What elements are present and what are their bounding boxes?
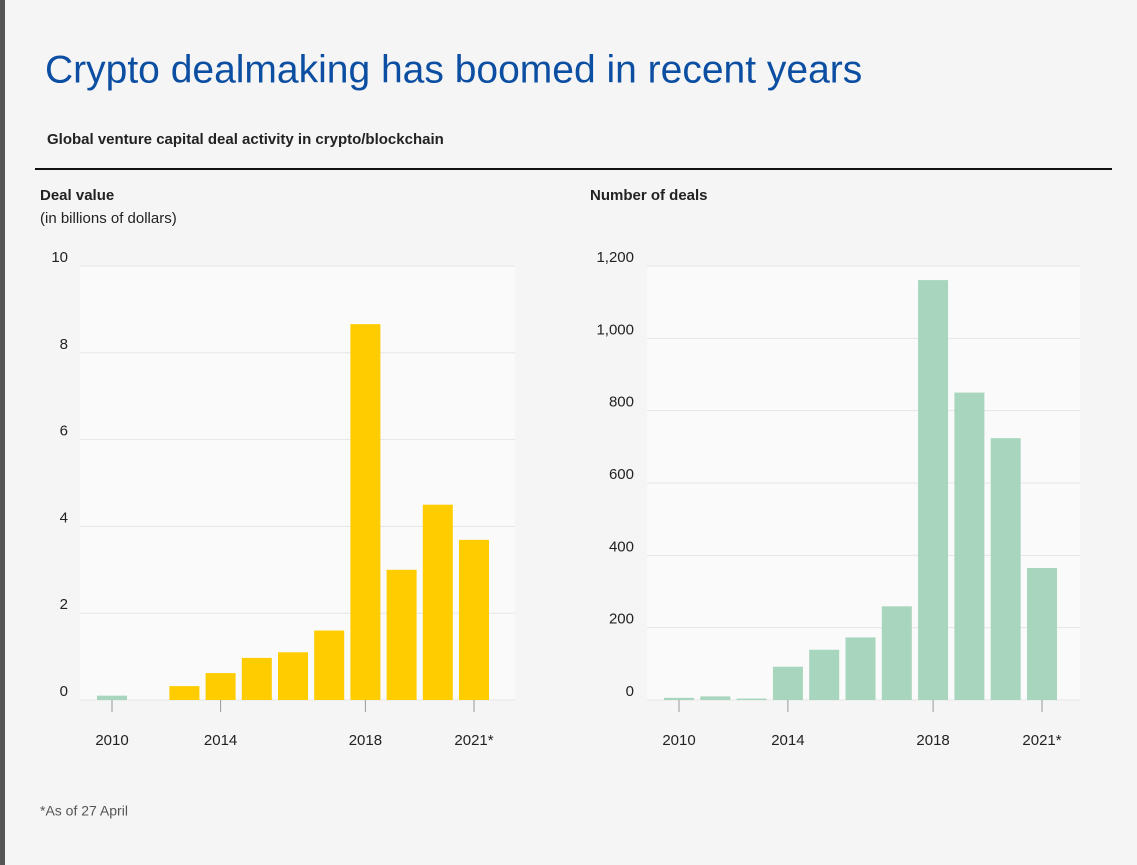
bar: [990, 438, 1021, 700]
x-tick-label: 2014: [771, 732, 804, 749]
bar: [664, 697, 694, 700]
y-tick-label: 1,200: [596, 249, 634, 266]
bar: [169, 686, 200, 700]
bar: [97, 695, 127, 700]
y-tick-label: 10: [51, 249, 68, 266]
footnote: *As of 27 April: [40, 803, 128, 819]
bar: [278, 652, 308, 700]
bar: [736, 698, 767, 700]
bar: [422, 504, 453, 700]
bar: [386, 569, 417, 700]
y-tick-label: 4: [60, 509, 68, 526]
y-tick-label: 1,000: [596, 321, 634, 338]
x-tick-label: 2010: [95, 732, 128, 749]
y-tick-label: 8: [60, 336, 68, 353]
bar: [700, 696, 731, 700]
y-tick-label: 800: [609, 394, 634, 411]
bar: [809, 649, 840, 700]
bar: [205, 673, 236, 700]
bar: [1027, 567, 1057, 700]
bar: [241, 657, 272, 700]
bar: [459, 539, 489, 700]
x-tick-label: 2018: [349, 732, 382, 749]
y-tick-label: 2: [60, 596, 68, 613]
bar: [845, 637, 876, 700]
bar: [772, 666, 803, 700]
y-tick-label: 600: [609, 466, 634, 483]
chart-subtitle: (in billions of dollars): [40, 210, 177, 227]
x-tick-label: 2021*: [454, 732, 493, 749]
x-tick-label: 2010: [662, 732, 695, 749]
bar: [881, 606, 912, 700]
y-tick-label: 0: [60, 683, 68, 700]
bar: [350, 324, 381, 700]
y-tick-label: 0: [626, 683, 634, 700]
bar: [314, 630, 345, 700]
x-tick-label: 2018: [916, 732, 949, 749]
bar: [954, 392, 985, 700]
x-tick-label: 2014: [204, 732, 237, 749]
y-tick-label: 200: [609, 611, 634, 628]
y-tick-label: 6: [60, 423, 68, 440]
title: Crypto dealmaking has boomed in recent y…: [45, 48, 862, 91]
chart-title: Number of deals: [590, 187, 708, 204]
subtitle: Global venture capital deal activity in …: [47, 131, 444, 148]
left-border: [0, 0, 5, 865]
chart-title: Deal value: [40, 187, 114, 204]
y-tick-label: 400: [609, 538, 634, 555]
x-tick-label: 2021*: [1022, 732, 1061, 749]
bar: [918, 280, 949, 700]
